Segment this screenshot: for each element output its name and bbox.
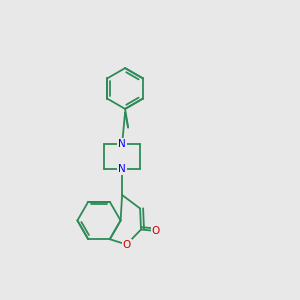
Text: N: N — [118, 164, 126, 175]
Text: N: N — [118, 139, 126, 149]
Text: O: O — [152, 226, 160, 236]
Text: O: O — [122, 239, 131, 250]
